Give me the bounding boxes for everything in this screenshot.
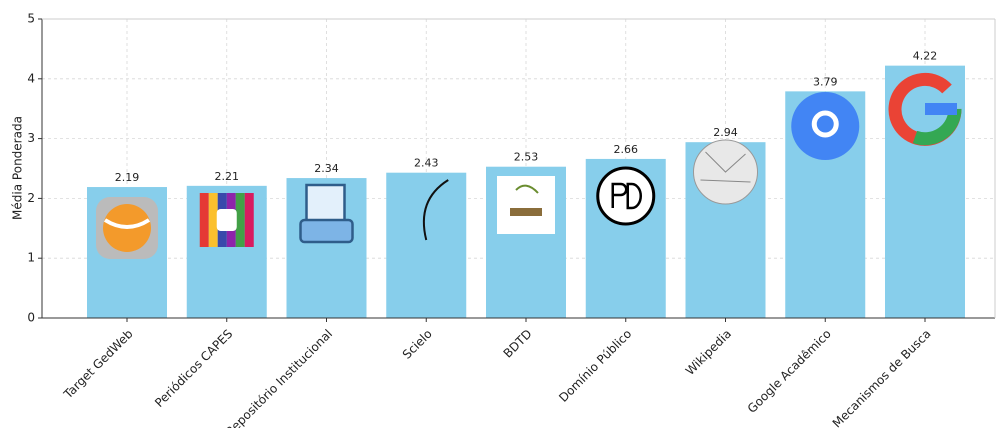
value-label: 2.21: [215, 170, 240, 183]
logo: [208, 193, 218, 247]
x-tick-label: Google Acadêmico: [745, 327, 834, 416]
logo-group: [199, 193, 254, 247]
y-tick-label: 1: [27, 251, 35, 265]
logo-group: [96, 197, 158, 259]
logo: [611, 182, 642, 210]
y-tick-label: 3: [27, 131, 35, 145]
x-tick-label: Target GedWeb: [60, 327, 135, 402]
logo-group: [299, 183, 354, 244]
logo-group: [693, 139, 758, 205]
value-label: 2.94: [713, 126, 738, 139]
logo: [700, 151, 751, 183]
logo: [811, 110, 839, 138]
value-label: 2.66: [614, 143, 639, 156]
logo: [235, 193, 245, 247]
logo: [244, 193, 254, 247]
y-tick-label: 2: [27, 191, 35, 205]
logo: [422, 179, 449, 241]
x-tick-label: Wikipedia: [683, 327, 734, 378]
x-tick-label: Mecanismos de Busca: [830, 327, 934, 428]
logo: [216, 209, 237, 231]
logo: [199, 193, 209, 247]
logo: [299, 218, 354, 244]
x-tick-label: Domínio Público: [556, 327, 634, 405]
value-label: 3.79: [813, 75, 838, 88]
logo: [510, 208, 542, 216]
y-tick-label: 0: [27, 311, 35, 325]
value-label: 2.53: [514, 151, 539, 164]
value-label: 2.19: [115, 171, 140, 184]
logo: [103, 218, 151, 229]
value-label: 2.34: [314, 162, 339, 175]
logo-group: [888, 72, 962, 146]
logo: [515, 184, 539, 194]
x-tick-label: Scielo: [400, 327, 435, 362]
value-label: 4.22: [913, 50, 938, 63]
x-tick-label: Periódicos CAPES: [152, 327, 235, 410]
logo-group: [596, 166, 656, 226]
logo: [925, 103, 957, 115]
y-tick-label: 5: [27, 12, 35, 26]
y-tick-label: 4: [27, 71, 35, 85]
bar: [386, 172, 467, 318]
logo: [596, 166, 656, 226]
y-axis-label: Média Ponderada: [11, 116, 25, 220]
logo: [912, 108, 962, 146]
logo-group: [422, 179, 449, 241]
x-tick-label: BDTD: [501, 327, 535, 361]
logo: [791, 92, 860, 160]
value-label: 2.43: [414, 157, 439, 170]
logo-group: [497, 176, 555, 234]
logo-group: [791, 92, 860, 160]
x-tick-label: Repositório Institucional: [223, 327, 335, 428]
